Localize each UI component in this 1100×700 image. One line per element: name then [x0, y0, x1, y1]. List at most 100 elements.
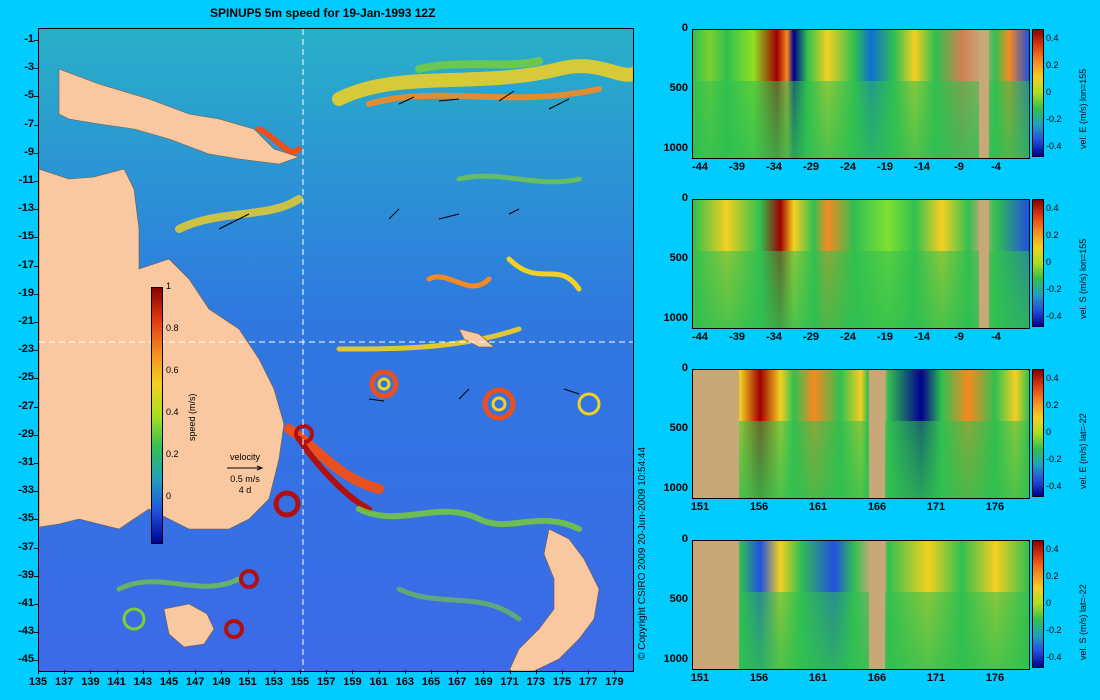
lat-tick-label: -9: [24, 145, 34, 158]
section-x-tick: -9: [954, 161, 964, 173]
section-colorbar-tick: 0.2: [1046, 230, 1059, 240]
lon-tick-mark: [247, 670, 249, 674]
eddies: [122, 369, 601, 639]
section-x-tick: -19: [877, 331, 893, 343]
section-depth-tick: 0: [681, 362, 688, 374]
lat-tick-mark: [34, 547, 38, 549]
lat-tick-mark: [34, 237, 38, 239]
section-x-tick: 156: [749, 501, 769, 513]
lat-tick-mark: [34, 406, 38, 408]
lat-tick-mark: [34, 660, 38, 662]
speed-colorbar-tick: 1: [166, 281, 172, 291]
seafloor-land: [869, 370, 885, 498]
lon-tick-label: 135: [28, 676, 48, 688]
section-colorbar-tick: -0.4: [1046, 652, 1062, 662]
velocity-key-time: 4 d: [238, 485, 252, 495]
lon-tick-mark: [195, 670, 197, 674]
lat-tick-label: -25: [18, 371, 34, 384]
lon-tick-label: 157: [317, 676, 336, 688]
section-depth-tick: 500: [669, 422, 688, 434]
lon-tick-label: 155: [290, 676, 310, 688]
section-x-tick: 151: [690, 672, 710, 684]
section-x-tick: -29: [803, 161, 819, 173]
section-colorbar-tick: -0.2: [1046, 625, 1062, 635]
lon-tick-label: 169: [474, 676, 493, 688]
lat-tick-mark: [34, 604, 38, 605]
section-depth-tick: 1000: [663, 142, 688, 154]
lon-tick-label: 141: [107, 676, 126, 688]
seafloor-land: [979, 30, 989, 158]
section-x-tick: 161: [808, 672, 828, 684]
lon-tick-label: 171: [500, 676, 519, 688]
lon-tick-label: 143: [133, 676, 152, 688]
section-x-tick: -39: [729, 331, 745, 343]
section-depth-shade: [693, 541, 1029, 593]
section-x-tick: -44: [692, 331, 708, 343]
speed-map-canvas: [39, 29, 633, 671]
section-colorbar-tick: -0.2: [1046, 284, 1062, 294]
section-depth-tick: 1000: [663, 312, 688, 324]
section-colorbar-label: vel. E (m/s) lon=155: [1078, 68, 1088, 149]
lat-tick-label: -37: [18, 540, 34, 553]
lon-tick-mark: [300, 670, 301, 674]
lat-tick-label: -23: [18, 343, 34, 356]
lat-tick-mark: [34, 322, 38, 323]
speed-colorbar-tick: 0.8: [166, 323, 179, 333]
section-deep-water: [693, 592, 1029, 669]
lat-tick-mark: [34, 463, 38, 464]
lon-tick-mark: [64, 670, 66, 674]
lat-tick-mark: [34, 350, 38, 352]
section-x-tick: -24: [840, 331, 856, 343]
lat-tick-mark: [34, 181, 38, 182]
section-colorbar-tick: 0.4: [1046, 33, 1059, 43]
section-x-tick: -24: [840, 161, 856, 173]
seafloor-land: [693, 541, 739, 669]
section-colorbar-tick: -0.4: [1046, 141, 1062, 151]
lon-tick-label: 165: [421, 676, 441, 688]
lat-tick-label: -27: [18, 399, 34, 412]
lat-tick-label: -17: [18, 258, 34, 271]
lon-tick-mark: [483, 670, 485, 674]
lon-tick-label: 161: [369, 676, 388, 688]
lon-tick-mark: [90, 670, 92, 674]
current-features: [116, 57, 633, 622]
lat-tick-label: -43: [18, 625, 34, 638]
section-colorbar-tick: 0.2: [1046, 60, 1059, 70]
section-x-tick: 151: [690, 501, 710, 513]
lat-tick-label: -1: [24, 33, 34, 45]
speed-map: 1 0.8 0.6 0.4 0.2 0 speed (m/s) velocity 0.5 …: [38, 28, 634, 672]
lon-tick-label: 173: [526, 676, 545, 688]
lat-tick-mark: [34, 632, 38, 634]
section-colorbar-tick: -0.4: [1046, 481, 1062, 491]
section-plot-vel-e-lat-22: [693, 370, 1029, 498]
section-deep-water: [693, 81, 1029, 158]
section-depth-tick: 500: [669, 593, 688, 605]
lon-tick-mark: [38, 670, 39, 674]
lat-tick-mark: [34, 152, 38, 154]
section-panel-vel-s-lat-22: [692, 540, 1030, 670]
velocity-arrows: [218, 90, 580, 402]
speed-colorbar-tick: 0.4: [166, 407, 179, 417]
lat-tick-label: -5: [24, 89, 34, 102]
speed-colorbar-tick: 0.6: [166, 365, 179, 375]
lat-tick-mark: [34, 575, 38, 577]
section-colorbar-vel-e-lon155: [1032, 29, 1044, 157]
section-x-tick: -34: [766, 331, 782, 343]
lon-tick-label: 153: [264, 676, 283, 688]
section-x-tick: -9: [954, 331, 964, 343]
lat-tick-label: -19: [18, 286, 34, 299]
lon-tick-mark: [509, 670, 511, 674]
section-x-tick: 176: [985, 501, 1005, 513]
lat-tick-label: -35: [18, 512, 34, 525]
section-deep-water: [693, 421, 1029, 498]
copyright-notice: © Copyright CSIRO 2009 20-Jun-2009 10:54…: [637, 446, 648, 660]
lon-tick-mark: [116, 670, 118, 674]
lon-tick-label: 147: [186, 676, 205, 688]
section-x-tick: 166: [867, 672, 887, 684]
seafloor-land: [979, 200, 989, 328]
section-depth-tick: 500: [669, 252, 688, 264]
speed-colorbar: [151, 287, 163, 544]
lon-tick-mark: [169, 670, 170, 674]
lat-tick-label: -41: [18, 597, 34, 609]
lon-tick-mark: [457, 670, 459, 674]
